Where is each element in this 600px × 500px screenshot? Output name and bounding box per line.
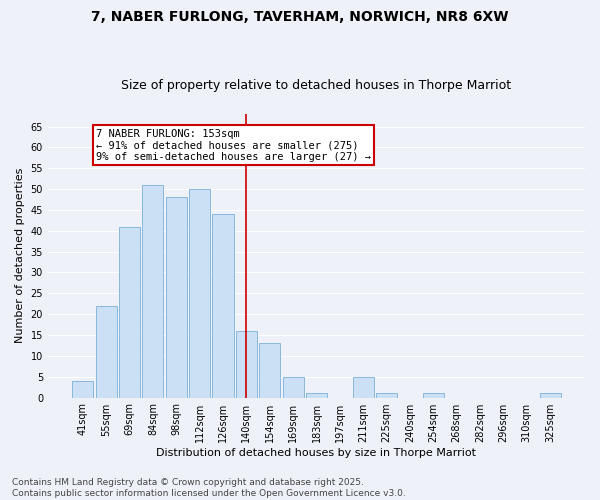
Y-axis label: Number of detached properties: Number of detached properties <box>15 168 25 344</box>
Text: Contains HM Land Registry data © Crown copyright and database right 2025.
Contai: Contains HM Land Registry data © Crown c… <box>12 478 406 498</box>
Bar <box>376 394 397 398</box>
Bar <box>236 331 257 398</box>
Bar <box>423 394 444 398</box>
Bar <box>306 394 327 398</box>
Bar <box>166 198 187 398</box>
Bar <box>539 394 560 398</box>
Bar <box>119 226 140 398</box>
Bar <box>142 185 163 398</box>
Bar <box>189 189 210 398</box>
Bar <box>95 306 117 398</box>
Text: 7, NABER FURLONG, TAVERHAM, NORWICH, NR8 6XW: 7, NABER FURLONG, TAVERHAM, NORWICH, NR8… <box>91 10 509 24</box>
Bar <box>353 376 374 398</box>
Bar <box>283 376 304 398</box>
Title: Size of property relative to detached houses in Thorpe Marriot: Size of property relative to detached ho… <box>121 79 512 92</box>
Text: 7 NABER FURLONG: 153sqm
← 91% of detached houses are smaller (275)
9% of semi-de: 7 NABER FURLONG: 153sqm ← 91% of detache… <box>95 128 371 162</box>
Bar <box>212 214 233 398</box>
X-axis label: Distribution of detached houses by size in Thorpe Marriot: Distribution of detached houses by size … <box>157 448 476 458</box>
Bar <box>73 381 94 398</box>
Bar <box>259 344 280 398</box>
